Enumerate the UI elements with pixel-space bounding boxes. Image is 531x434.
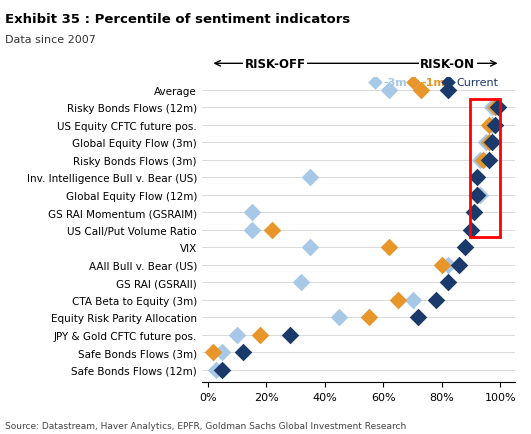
Point	[484, 139, 493, 146]
Point	[256, 331, 264, 338]
Text: Exhibit 35 : Percentile of sentiment indicators: Exhibit 35 : Percentile of sentiment ind…	[5, 13, 350, 26]
Point	[438, 261, 446, 268]
Point	[393, 296, 402, 303]
Point	[247, 227, 256, 233]
Point	[487, 122, 496, 129]
Point	[490, 122, 499, 129]
Text: -1m: -1m	[422, 78, 446, 88]
Point	[306, 174, 314, 181]
Point	[484, 157, 493, 164]
Point	[218, 366, 227, 373]
Point	[473, 192, 481, 199]
Point	[306, 244, 314, 251]
Point	[482, 139, 490, 146]
Text: Data since 2007: Data since 2007	[5, 35, 96, 45]
Point	[209, 349, 218, 356]
Point	[461, 244, 469, 251]
Point	[414, 314, 423, 321]
Point	[233, 331, 241, 338]
Point	[443, 261, 452, 268]
Point	[470, 209, 478, 216]
Point	[285, 331, 294, 338]
Point	[443, 79, 452, 86]
Point	[443, 87, 452, 94]
Text: RISK-OFF: RISK-OFF	[244, 58, 305, 71]
Text: -3m: -3m	[383, 78, 407, 88]
Point	[432, 296, 440, 303]
Point	[487, 104, 496, 111]
Text: RISK-ON: RISK-ON	[420, 58, 475, 71]
Point	[478, 157, 487, 164]
Point	[408, 296, 417, 303]
Point	[417, 87, 426, 94]
Point	[247, 209, 256, 216]
Point	[476, 192, 484, 199]
Point	[297, 279, 305, 286]
Point	[385, 87, 393, 94]
Point	[364, 314, 373, 321]
Point	[467, 227, 475, 233]
Point	[268, 227, 276, 233]
Point	[218, 349, 227, 356]
Point	[473, 192, 481, 199]
Point	[493, 104, 502, 111]
Point	[370, 79, 379, 86]
Text: Current: Current	[457, 78, 499, 88]
Point	[487, 139, 496, 146]
Point	[473, 174, 481, 181]
Point	[455, 261, 464, 268]
Point	[335, 314, 344, 321]
Point	[212, 366, 221, 373]
Text: Source: Datastream, Haver Analytics, EPFR, Goldman Sachs Global Investment Resea: Source: Datastream, Haver Analytics, EPF…	[5, 421, 407, 430]
Point	[385, 244, 393, 251]
Point	[484, 122, 493, 129]
Point	[476, 157, 484, 164]
Point	[443, 279, 452, 286]
Point	[490, 104, 499, 111]
Point	[408, 79, 417, 86]
Point	[238, 349, 247, 356]
